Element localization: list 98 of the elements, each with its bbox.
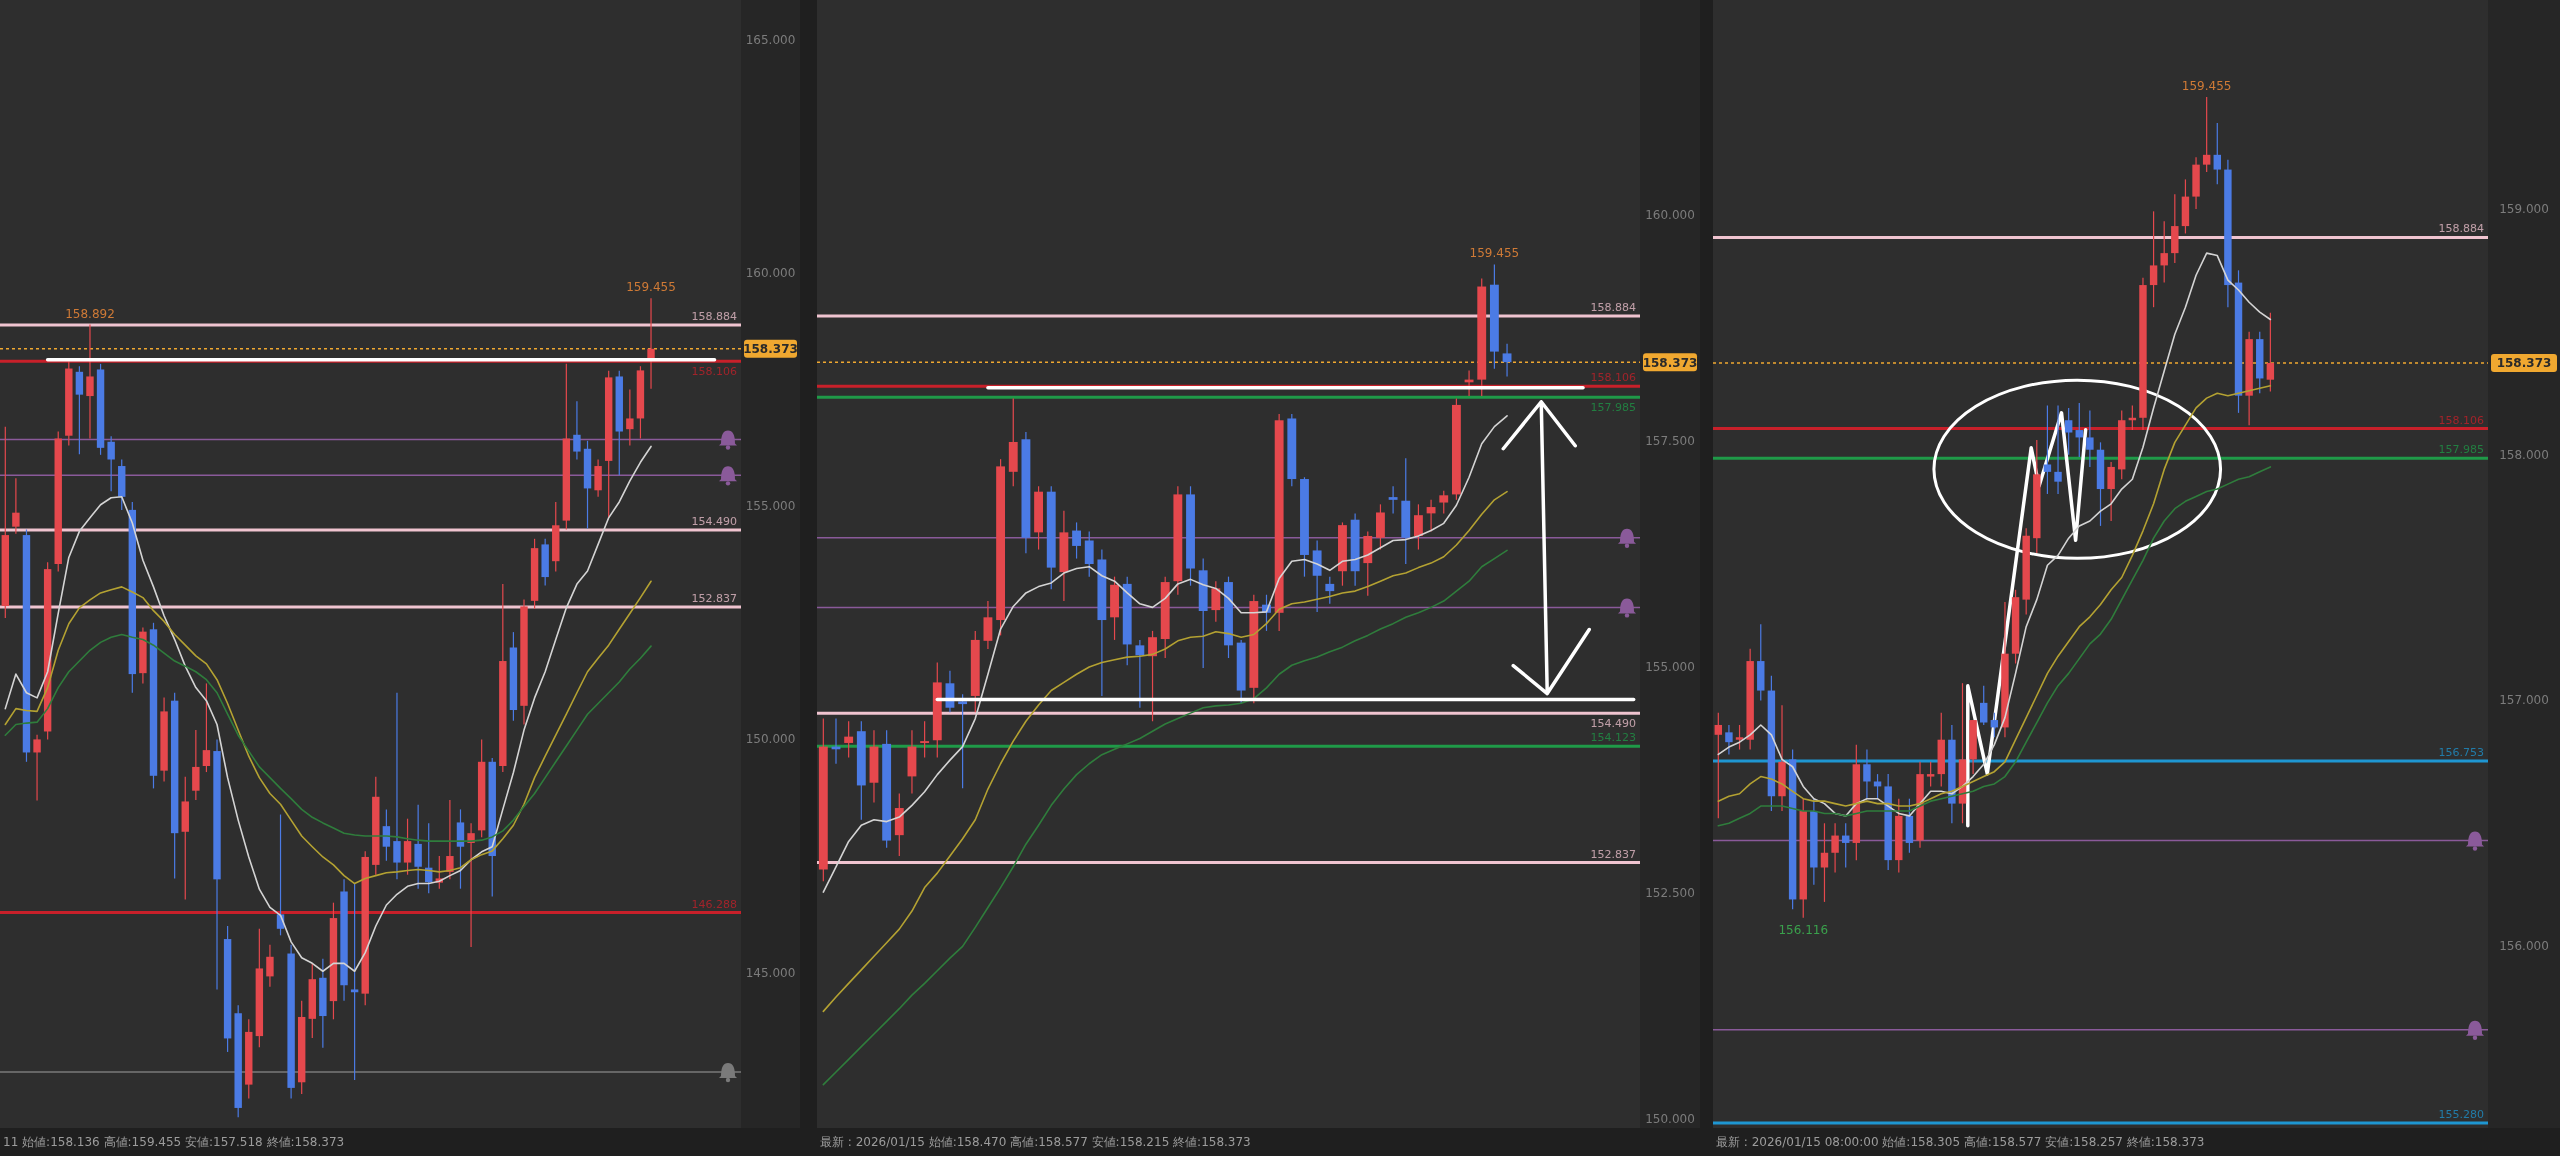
candlestick — [12, 477, 20, 535]
ref-line-label: 152.837 — [1590, 847, 1636, 861]
annotation: 159.455 — [1469, 246, 1520, 261]
candlestick — [2064, 407, 2073, 456]
candlestick — [1211, 580, 1221, 623]
ref-line-label: 158.884 — [1590, 300, 1636, 314]
line-series — [4, 445, 652, 973]
ref-line-label: 152.837 — [691, 592, 737, 606]
candlestick — [2043, 404, 2052, 495]
candlestick — [1072, 521, 1081, 560]
candlestick — [2202, 96, 2211, 173]
ref-line-label: 157.985 — [1590, 401, 1636, 415]
candlestick — [350, 882, 359, 1081]
line-series — [1717, 252, 2272, 817]
candlestick — [1135, 639, 1145, 709]
line-series — [822, 549, 1508, 1086]
annotation: 159.455 — [626, 280, 676, 295]
candlestick — [86, 323, 94, 440]
ref-line-label: 158.884 — [691, 309, 737, 323]
ref-line-label: 157.985 — [2438, 443, 2484, 457]
line-series — [4, 580, 652, 885]
candlestick — [393, 692, 401, 880]
y-tick-label: 165.000 — [745, 32, 796, 47]
candlestick — [266, 944, 274, 988]
annotation: 159.455 — [2181, 79, 2232, 94]
candlestick — [1439, 490, 1449, 514]
line-series — [822, 490, 1508, 1013]
text: 最新 : 2026/01/15 08:00:00 始値:158.305 高値:158.577 安値:158.257 終値:158.373 — [1716, 1135, 2205, 1149]
candlestick — [202, 682, 211, 773]
y-tick-label: 152.500 — [1645, 886, 1695, 900]
annotation: 156.116 — [1778, 922, 1829, 937]
candlestick — [2266, 312, 2275, 393]
candlestick — [1873, 773, 1882, 800]
candlestick — [1831, 822, 1839, 874]
candlestick — [446, 799, 454, 880]
y-tick-label: 159.000 — [2499, 201, 2549, 216]
ref-line-label: 158.373 — [743, 342, 798, 357]
candlestick — [958, 693, 968, 789]
candlestick — [1084, 530, 1094, 578]
candlestick — [2054, 404, 2062, 495]
candlestick — [2149, 210, 2158, 308]
candlestick — [1413, 503, 1423, 551]
candlestick — [1980, 685, 1988, 726]
y-tick-label: 157.500 — [1645, 434, 1695, 449]
candlestick — [75, 365, 84, 455]
ref-line-label: 158.106 — [1590, 371, 1636, 385]
annotation: 158.892 — [65, 306, 115, 321]
text: 11 始値:158.136 高値:159.455 安値:157.518 終値:158.373 — [3, 1135, 345, 1149]
candlestick — [2160, 220, 2168, 284]
ref-line-label: 154.123 — [1590, 731, 1636, 745]
y-tick-label: 155.000 — [745, 499, 796, 514]
y-tick-label: 160.000 — [1645, 208, 1695, 223]
y-tick-label: 150.000 — [745, 732, 796, 747]
candlestick — [1388, 485, 1398, 514]
candlestick — [2213, 122, 2221, 185]
ref-line-label: 158.106 — [2438, 413, 2484, 427]
candlestick — [192, 729, 200, 801]
ref-line-label: 146.288 — [691, 897, 737, 911]
y-tick-label: 156.000 — [2499, 939, 2549, 954]
candlestick — [1426, 499, 1436, 533]
ref-line-label: 158.373 — [2496, 356, 2552, 371]
y-tick-label: 157.000 — [2499, 693, 2549, 708]
candlestick — [983, 600, 993, 650]
candlestick — [1863, 748, 1871, 800]
candlestick — [844, 720, 854, 759]
text: 最新 : 2026/01/15 始値:158.470 高値:158.577 安値:158.215 終値:158.373 — [820, 1135, 1251, 1149]
candlestick — [1502, 343, 1512, 378]
candlestick — [1725, 724, 1733, 756]
y-tick-label: 155.000 — [1645, 660, 1695, 675]
candlestick — [414, 804, 422, 890]
candlestick — [1714, 712, 1723, 819]
candlestick — [920, 720, 930, 759]
candlestick — [1325, 576, 1335, 605]
ref-line-label: 154.490 — [691, 514, 737, 528]
y-tick-label: 145.000 — [745, 965, 796, 980]
candlestick — [626, 388, 634, 447]
line-series — [822, 414, 1508, 893]
candlestick — [1148, 630, 1157, 722]
ref-line-label: 158.106 — [691, 365, 737, 379]
candlestick — [1820, 822, 1829, 903]
y-tick-label: 160.000 — [745, 265, 796, 280]
candlestick — [33, 734, 41, 802]
ref-line-label: 158.884 — [2438, 222, 2484, 236]
y-tick-label: 158.000 — [2499, 447, 2549, 462]
ref-line-label: 154.490 — [1590, 717, 1636, 731]
candlestick — [2107, 461, 2115, 522]
candlestick — [107, 435, 115, 492]
ref-line-label: 156.753 — [2438, 746, 2484, 760]
candlestick — [1735, 724, 1744, 751]
candlestick — [1926, 761, 1935, 788]
ref-line-label: 158.373 — [1642, 355, 1698, 370]
line-series — [1717, 385, 2272, 807]
y-tick-label: 150.000 — [1645, 1111, 1695, 1126]
candlestick — [573, 400, 581, 461]
candlestick — [403, 818, 412, 876]
line-series — [1717, 466, 2272, 827]
candlestick — [2086, 409, 2094, 468]
ref-line-label: 155.280 — [2438, 1108, 2484, 1122]
